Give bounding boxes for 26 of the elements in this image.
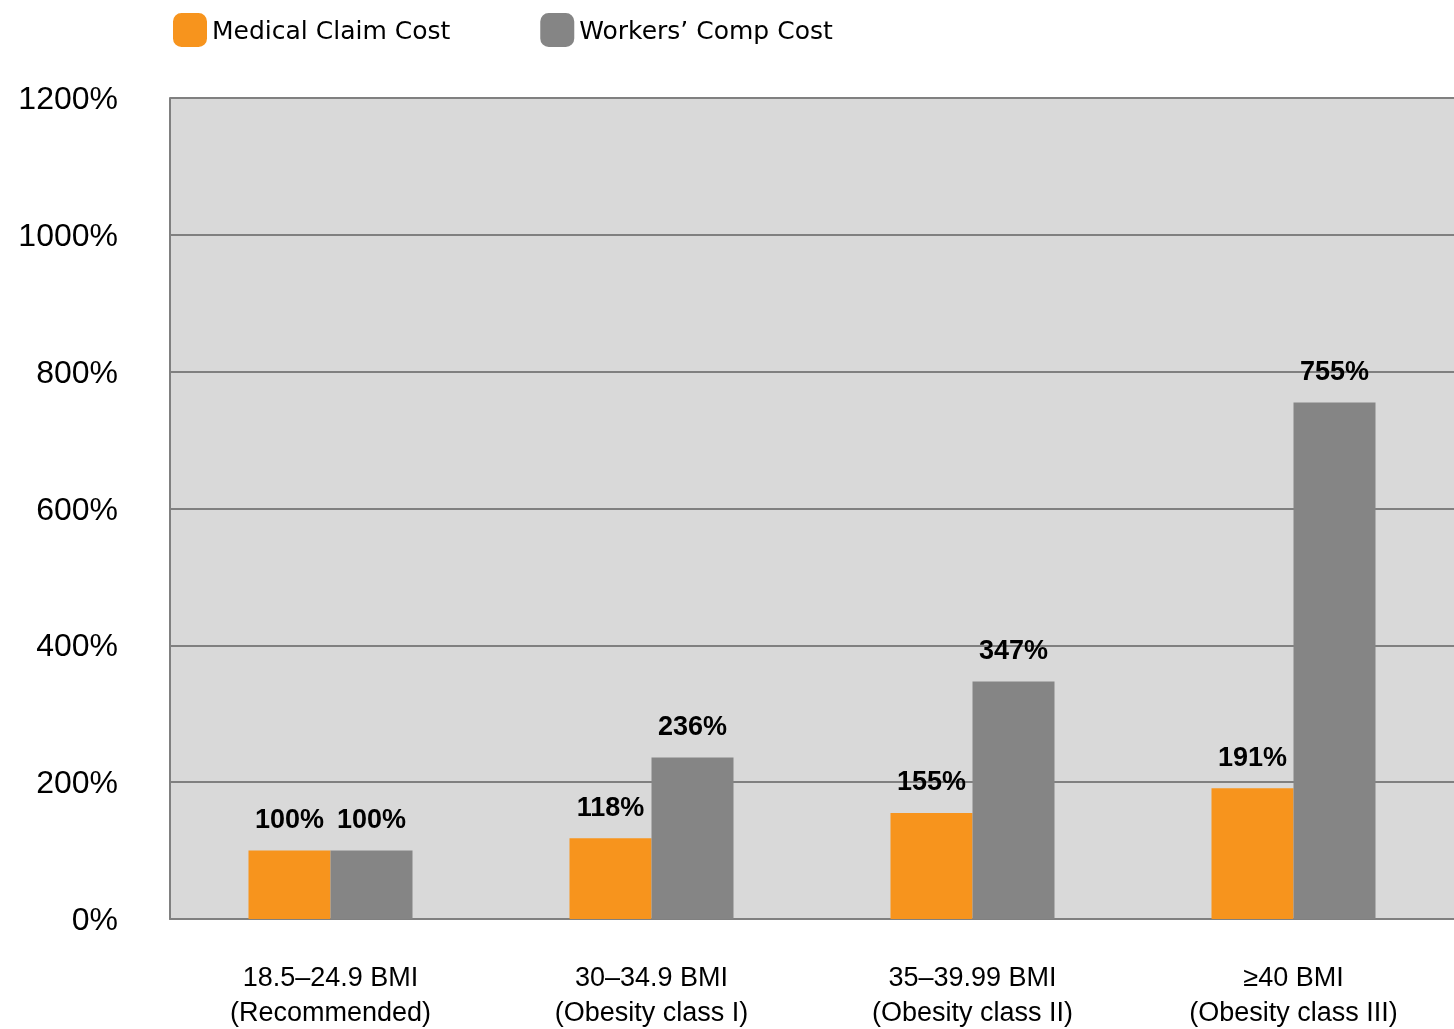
data-label: 100%	[336, 804, 407, 835]
bar	[1211, 788, 1294, 919]
data-label: 100%	[254, 804, 325, 835]
x-tick-label: ≥40 BMI (Obesity class III)	[1189, 961, 1398, 1027]
bar	[248, 850, 331, 919]
bar	[569, 838, 652, 919]
data-label: 155%	[896, 766, 967, 797]
y-tick-label: 1200%	[18, 80, 118, 116]
data-label: 347%	[978, 635, 1049, 666]
y-tick-label: 0%	[71, 901, 118, 937]
y-tick-label: 1000%	[18, 216, 118, 253]
bar	[890, 812, 973, 919]
bar	[330, 850, 413, 919]
y-tick-label: 200%	[36, 764, 118, 801]
data-label: 118%	[576, 791, 645, 822]
y-tick-label: 400%	[36, 627, 118, 664]
x-tick-label: 35–39.99 BMI (Obesity class II)	[871, 961, 1074, 1027]
y-tick-label: 800%	[36, 353, 118, 390]
legend-label: Workers’ Comp Cost	[579, 15, 833, 45]
data-label: 236%	[657, 711, 728, 742]
legend-label: Medical Claim Cost	[212, 15, 451, 45]
x-tick-label: 30–34.9 BMI (Obesity class I)	[554, 961, 749, 1027]
data-label: 191%	[1217, 741, 1288, 772]
y-tick-label: 600%	[36, 490, 118, 527]
data-label: 755%	[1299, 355, 1370, 386]
x-tick-label: 18.5–24.9 BMI (Recommended)	[229, 961, 432, 1027]
